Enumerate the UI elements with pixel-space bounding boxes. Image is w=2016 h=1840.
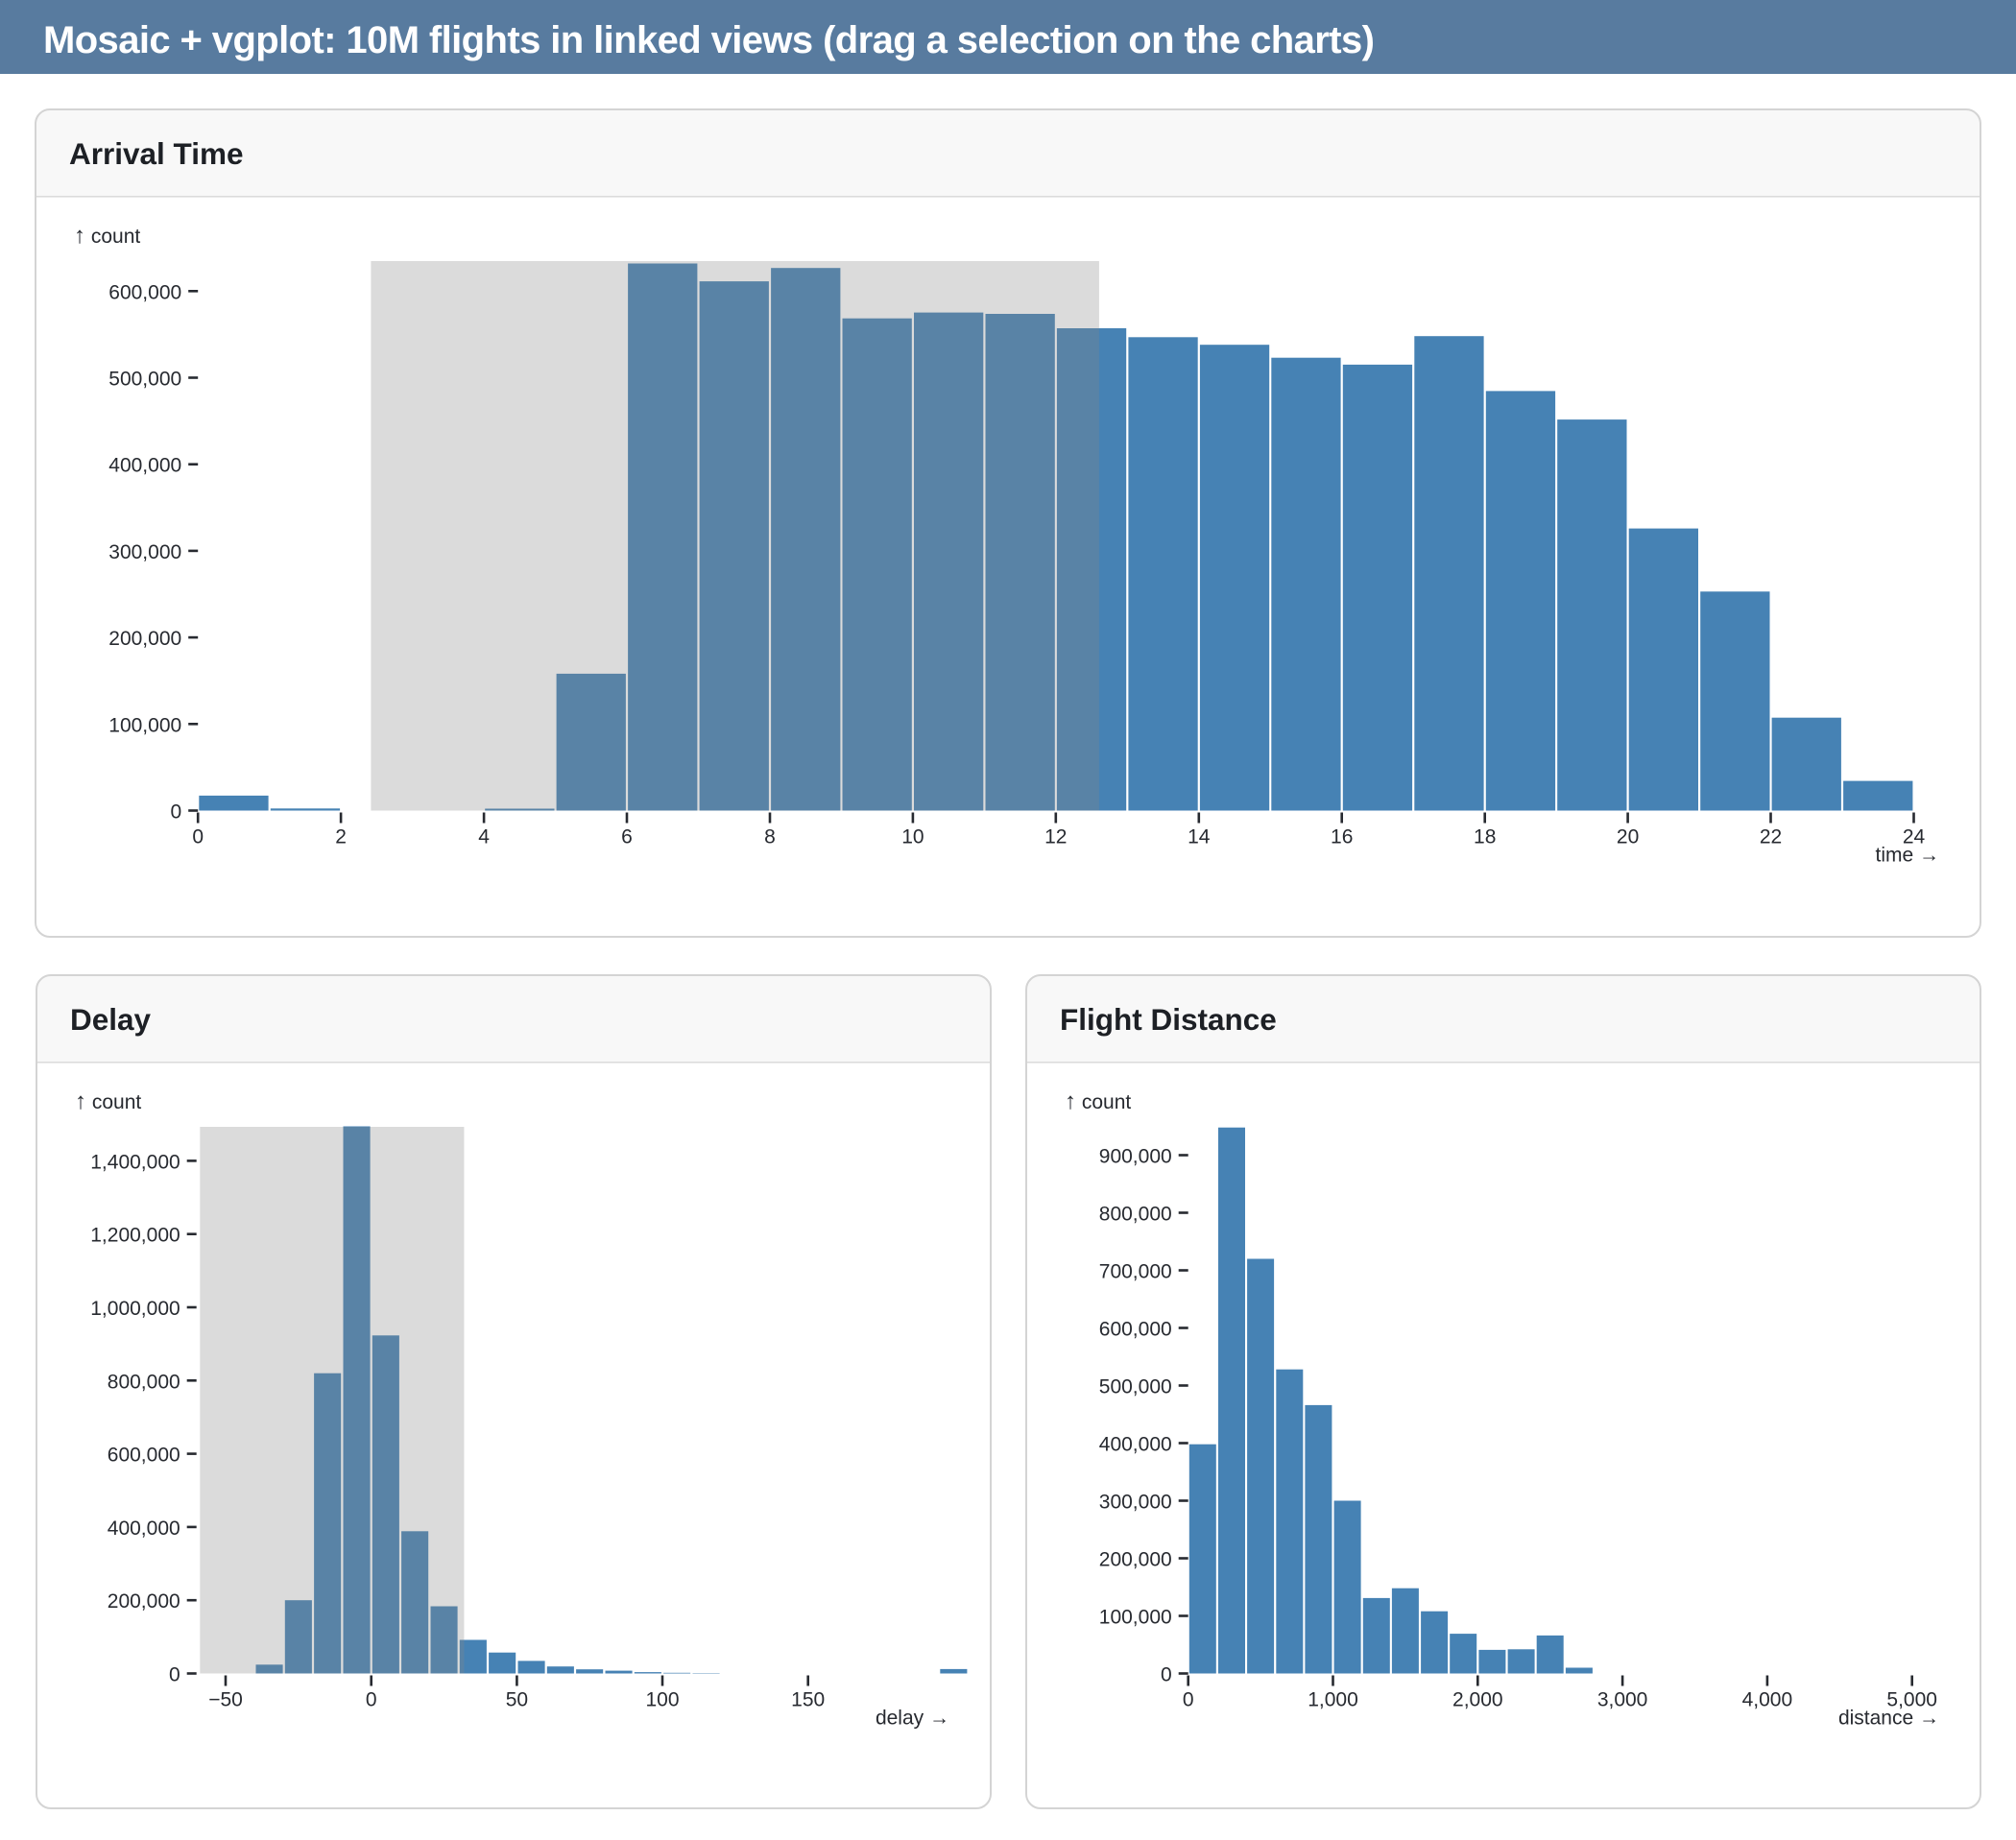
svg-text:600,000: 600,000: [108, 281, 181, 303]
svg-text:22: 22: [1760, 826, 1782, 848]
svg-text:14: 14: [1188, 826, 1211, 848]
svg-text:6: 6: [621, 826, 633, 848]
svg-text:↑ count: ↑ count: [75, 1088, 141, 1114]
svg-text:20: 20: [1617, 826, 1639, 848]
svg-text:50: 50: [506, 1689, 528, 1711]
svg-text:0: 0: [192, 826, 204, 848]
svg-text:500,000: 500,000: [108, 369, 181, 391]
svg-text:400,000: 400,000: [108, 455, 181, 477]
svg-text:700,000: 700,000: [1099, 1261, 1172, 1283]
svg-text:time →: time →: [1875, 845, 1939, 867]
svg-text:900,000: 900,000: [1099, 1146, 1172, 1168]
svg-text:0: 0: [169, 1664, 180, 1686]
svg-text:300,000: 300,000: [108, 541, 181, 563]
svg-text:Arrival Time: Arrival Time: [69, 136, 244, 171]
svg-text:200,000: 200,000: [108, 1590, 180, 1613]
svg-text:8: 8: [764, 826, 776, 848]
svg-text:200,000: 200,000: [108, 628, 181, 650]
svg-text:12: 12: [1044, 826, 1067, 848]
svg-text:−50: −50: [208, 1689, 243, 1711]
svg-text:10: 10: [901, 826, 924, 848]
svg-text:4: 4: [478, 826, 490, 848]
svg-text:↑ count: ↑ count: [74, 223, 140, 249]
svg-text:100,000: 100,000: [1099, 1607, 1172, 1629]
svg-text:400,000: 400,000: [108, 1517, 180, 1540]
svg-text:600,000: 600,000: [108, 1445, 180, 1467]
svg-text:0: 0: [171, 801, 182, 824]
svg-text:Flight Distance: Flight Distance: [1060, 1002, 1277, 1037]
svg-text:600,000: 600,000: [1099, 1319, 1172, 1341]
svg-text:300,000: 300,000: [1099, 1492, 1172, 1514]
svg-text:400,000: 400,000: [1099, 1434, 1172, 1456]
svg-text:4,000: 4,000: [1742, 1689, 1793, 1711]
svg-text:18: 18: [1474, 826, 1496, 848]
svg-text:0: 0: [1183, 1689, 1194, 1711]
svg-text:0: 0: [1161, 1664, 1172, 1686]
svg-text:1,000,000: 1,000,000: [90, 1298, 180, 1320]
svg-text:1,200,000: 1,200,000: [90, 1225, 180, 1247]
svg-text:800,000: 800,000: [1099, 1204, 1172, 1226]
svg-text:150: 150: [791, 1689, 825, 1711]
svg-text:Delay: Delay: [70, 1002, 152, 1037]
svg-text:↑ count: ↑ count: [1065, 1088, 1131, 1114]
svg-text:1,000: 1,000: [1308, 1689, 1358, 1711]
svg-text:delay →: delay →: [876, 1708, 949, 1730]
svg-text:100: 100: [645, 1689, 679, 1711]
svg-text:0: 0: [366, 1689, 377, 1711]
svg-text:16: 16: [1331, 826, 1353, 848]
svg-text:Mosaic + vgplot: 10M flights i: Mosaic + vgplot: 10M flights in linked v…: [43, 19, 1374, 61]
svg-text:2,000: 2,000: [1452, 1689, 1503, 1711]
svg-text:distance →: distance →: [1838, 1708, 1939, 1730]
svg-text:500,000: 500,000: [1099, 1376, 1172, 1398]
svg-text:800,000: 800,000: [108, 1371, 180, 1393]
svg-text:200,000: 200,000: [1099, 1549, 1172, 1571]
svg-text:1,400,000: 1,400,000: [90, 1151, 180, 1173]
svg-text:100,000: 100,000: [108, 714, 181, 736]
svg-text:2: 2: [335, 826, 347, 848]
svg-text:3,000: 3,000: [1597, 1689, 1648, 1711]
